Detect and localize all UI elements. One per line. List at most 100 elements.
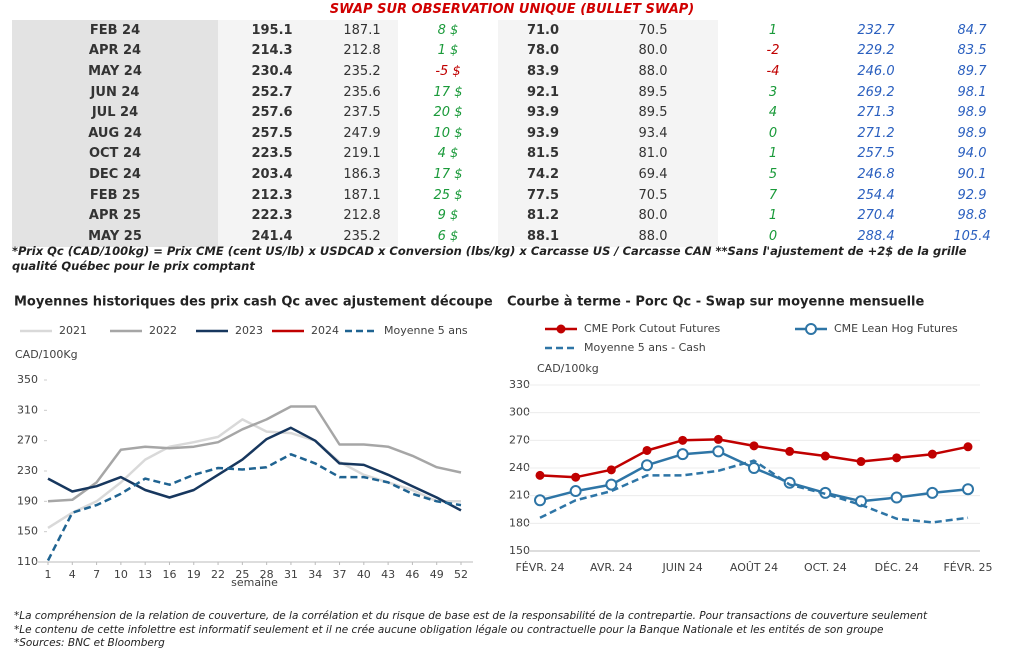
footer: *La compréhension de la relation de couv…: [14, 610, 927, 651]
point: [642, 445, 652, 455]
footer-line: *Le contenu de cette infolettre est info…: [14, 623, 884, 636]
table-cell: 269.2: [857, 84, 895, 100]
table-cell: 7: [768, 187, 778, 203]
x-tick-label: 40: [357, 568, 371, 581]
table-cell: 5: [768, 166, 778, 182]
table-row: OCT 24 223.5 219.1 4 $ 81.5 81.0 1 257.5 94.0: [12, 143, 1020, 165]
table-cell: 89.5: [588, 81, 718, 103]
table-row: JUL 24 257.6 237.5 20 $ 93.9 89.5 4 271.3 98.9: [12, 102, 1020, 123]
table-cell: 93.9: [498, 122, 588, 144]
point: [534, 494, 546, 507]
table-cell: 98.1: [957, 84, 987, 100]
table-cell: 80.0: [588, 205, 718, 226]
x-tick-label: 37: [333, 568, 347, 581]
table-cell: 246.8: [857, 166, 895, 182]
table-row: APR 25 222.3 212.8 9 $ 81.2 80.0 1 270.4 98.8: [12, 205, 1020, 226]
table-cell: 88.0: [588, 61, 718, 82]
table-cell: -4: [766, 63, 780, 79]
table-cell: 90.1: [957, 166, 987, 182]
table-cell: MAY 25: [12, 225, 218, 247]
table-cell: 83.9: [498, 61, 588, 82]
table-cell: 25 $: [433, 187, 463, 203]
table-row: AUG 24 257.5 247.9 10 $ 93.9 93.4 0 271.2 98.9: [12, 122, 1020, 144]
table-cell: 230.4: [218, 61, 326, 82]
x-tick-label: 46: [405, 568, 419, 581]
table-cell: 10 $: [433, 125, 463, 141]
point: [713, 434, 723, 444]
table-cell: 89.5: [588, 102, 718, 123]
table-cell: 212.8: [326, 40, 398, 62]
series-line: [47, 405, 462, 503]
y-tick-label: 240: [509, 461, 530, 474]
table-cell: 78.0: [498, 40, 588, 62]
point: [749, 441, 759, 451]
series-line: [47, 418, 461, 529]
table-row: FEB 24 195.1 187.1 8 $ 71.0 70.5 1 232.7 84.7: [12, 20, 1020, 41]
chart-title: Moyennes historiques des prix cash Qc av…: [14, 295, 493, 310]
table-cell: 0: [768, 125, 778, 141]
x-tick-label: FÉVR. 25: [943, 561, 992, 574]
table-cell: 98.9: [957, 125, 987, 141]
y-tick-label: 110: [17, 555, 38, 568]
table-title: SWAP SUR OBSERVATION UNIQUE (BULLET SWAP…: [329, 2, 695, 17]
table-row: JUN 24 252.7 235.6 17 $ 92.1 89.5 3 269.2 98.1: [12, 81, 1020, 103]
point: [820, 451, 830, 461]
table-cell: 3: [768, 84, 778, 100]
table-cell: 241.4: [218, 225, 326, 247]
table-cell: 80.0: [588, 40, 718, 62]
table-cell: 257.5: [857, 146, 895, 162]
table-row: DEC 24 203.4 186.3 17 $ 74.2 69.4 5 246.8 90.1: [12, 164, 1020, 185]
table-cell: 0: [768, 228, 778, 244]
legend-marker: [805, 323, 817, 335]
point: [606, 465, 616, 475]
table-cell: 92.9: [957, 187, 987, 203]
series-line: [46, 453, 462, 562]
point: [678, 435, 688, 445]
table-cell: 69.4: [588, 164, 718, 185]
y-tick-label: 230: [17, 464, 38, 477]
table-cell: APR 24: [12, 40, 218, 62]
table-cell: FEB 25: [12, 184, 218, 206]
point: [890, 491, 903, 504]
legend-marker: [556, 324, 566, 334]
table-cell: 8 $: [437, 22, 459, 38]
x-tick-label: 52: [454, 568, 468, 581]
table-cell: 212.3: [218, 184, 326, 206]
table-row: FEB 25 212.3 187.1 25 $ 77.5 70.5 7 254.4 92.9: [12, 184, 1020, 206]
table-row: APR 24 214.3 212.8 1 $ 78.0 80.0 -2 229.2 83.5: [12, 40, 1020, 62]
point: [963, 442, 973, 452]
legend-label: Moyenne 5 ans: [384, 324, 468, 337]
x-tick-label: OCT. 24: [804, 561, 847, 574]
series-line: [47, 426, 462, 512]
table-cell: 81.0: [588, 143, 718, 165]
point: [641, 459, 653, 472]
table-cell: OCT 24: [12, 143, 218, 165]
table-cell: 237.5: [326, 102, 398, 123]
table-cell: 187.1: [326, 20, 398, 41]
table-cell: 219.1: [326, 143, 398, 165]
x-axis-label: semaine: [231, 576, 278, 589]
table-cell: -5 $: [435, 63, 461, 79]
x-tick-label: 49: [430, 568, 444, 581]
table-row: MAY 25 241.4 235.2 6 $ 88.1 88.0 0 288.4 105.4: [12, 225, 1020, 247]
table-cell: 98.9: [957, 105, 987, 121]
table-cell: 246.0: [857, 63, 895, 79]
table-cell: 254.4: [857, 187, 895, 203]
x-tick-label: 1: [45, 568, 52, 581]
table-cell: 187.1: [326, 184, 398, 206]
x-tick-label: AOÛT 24: [730, 561, 778, 574]
legend-label: 2024: [311, 324, 339, 337]
table-cell: 1: [768, 22, 778, 38]
point: [927, 449, 937, 459]
point: [962, 483, 974, 496]
x-tick-label: JUIN 24: [662, 561, 703, 574]
x-tick-label: 22: [211, 568, 225, 581]
table-cell: 257.5: [218, 122, 326, 144]
x-tick-label: 43: [381, 568, 395, 581]
table-cell: FEB 24: [12, 20, 218, 41]
legend-label: 2022: [149, 324, 177, 337]
y-tick-label: 270: [17, 434, 38, 447]
y-tick-label: 210: [509, 489, 530, 502]
table-cell: 257.6: [218, 102, 326, 123]
